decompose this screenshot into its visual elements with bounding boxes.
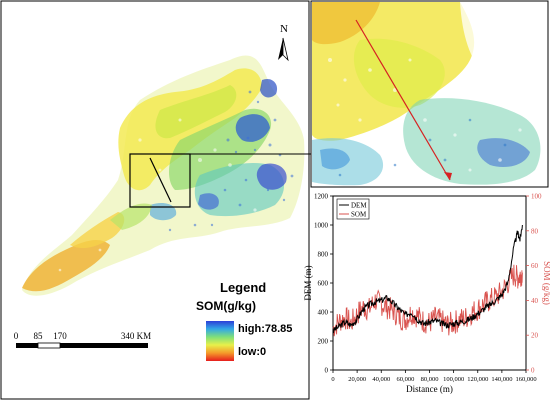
y-left-tick-label: 800	[318, 251, 329, 259]
y-right-tick-label: 20	[531, 332, 539, 340]
legend-title: Legend	[220, 280, 266, 295]
y-left-tick-label: 1200	[314, 193, 329, 201]
legend-color-ramp	[206, 321, 234, 361]
scale-tick-170: 170	[53, 331, 67, 341]
y-right-tick-label: 0	[531, 367, 535, 375]
y-left-tick-label: 600	[318, 280, 329, 288]
transect-line-inset	[355, 19, 451, 181]
dem-series-line	[332, 224, 523, 334]
y-right-tick-label: 40	[531, 297, 539, 305]
som-map-region	[22, 55, 305, 296]
legend-high-label: high:78.85	[238, 323, 292, 335]
x-tick-label: 120,000	[467, 376, 488, 383]
x-tick-label: 160,000	[515, 376, 536, 383]
north-label: N	[280, 23, 288, 35]
transect-line-main	[149, 157, 172, 203]
legend-low-label: low:0	[238, 346, 266, 358]
x-axis-label: Distance (m)	[406, 384, 453, 394]
scale-tick-0: 0	[14, 331, 19, 341]
x-tick-label: 40,000	[372, 376, 390, 383]
y-left-tick-label: 200	[318, 338, 329, 346]
y-right-tick-label: 80	[531, 227, 539, 235]
y-left-tick-label: 1000	[314, 222, 329, 230]
y-left-tick-label: 0	[325, 367, 329, 375]
y-right-axis-label: SOM (g/kg)	[542, 261, 550, 305]
x-tick-label: 20,000	[348, 376, 366, 383]
legend-dem-label: DEM	[351, 202, 367, 210]
y-right-tick-label: 100	[531, 193, 542, 201]
chart-legend: DEM SOM	[336, 198, 370, 220]
x-tick-label: 0	[331, 376, 334, 383]
legend-som-label: SOM	[351, 211, 367, 219]
scale-bar: 0 85 170 340 KM	[14, 331, 151, 349]
x-tick-label: 140,000	[491, 376, 512, 383]
north-arrow: N	[278, 23, 289, 62]
scale-tick-85: 85	[34, 331, 44, 341]
y-right-tick-label: 60	[531, 262, 539, 270]
scale-tick-340: 340 KM	[121, 331, 151, 341]
x-tick-label: 60,000	[396, 376, 414, 383]
legend-variable: SOM(g/kg)	[196, 299, 256, 313]
y-left-axis-label: DEM (m)	[303, 265, 313, 300]
y-left-tick-label: 400	[318, 309, 329, 317]
som-series-line	[332, 264, 523, 337]
transect-arrowhead	[444, 172, 452, 180]
x-tick-label: 100,000	[443, 376, 464, 383]
x-tick-label: 80,000	[421, 376, 439, 383]
profile-chart: 0 20,000 40,000 60,000 80,000 100,000 120,000 1…	[303, 193, 550, 395]
plot-area	[332, 195, 527, 371]
map-legend: Legend SOM(g/kg) high:78.85 low:0	[196, 280, 292, 361]
study-area-box	[129, 153, 191, 208]
